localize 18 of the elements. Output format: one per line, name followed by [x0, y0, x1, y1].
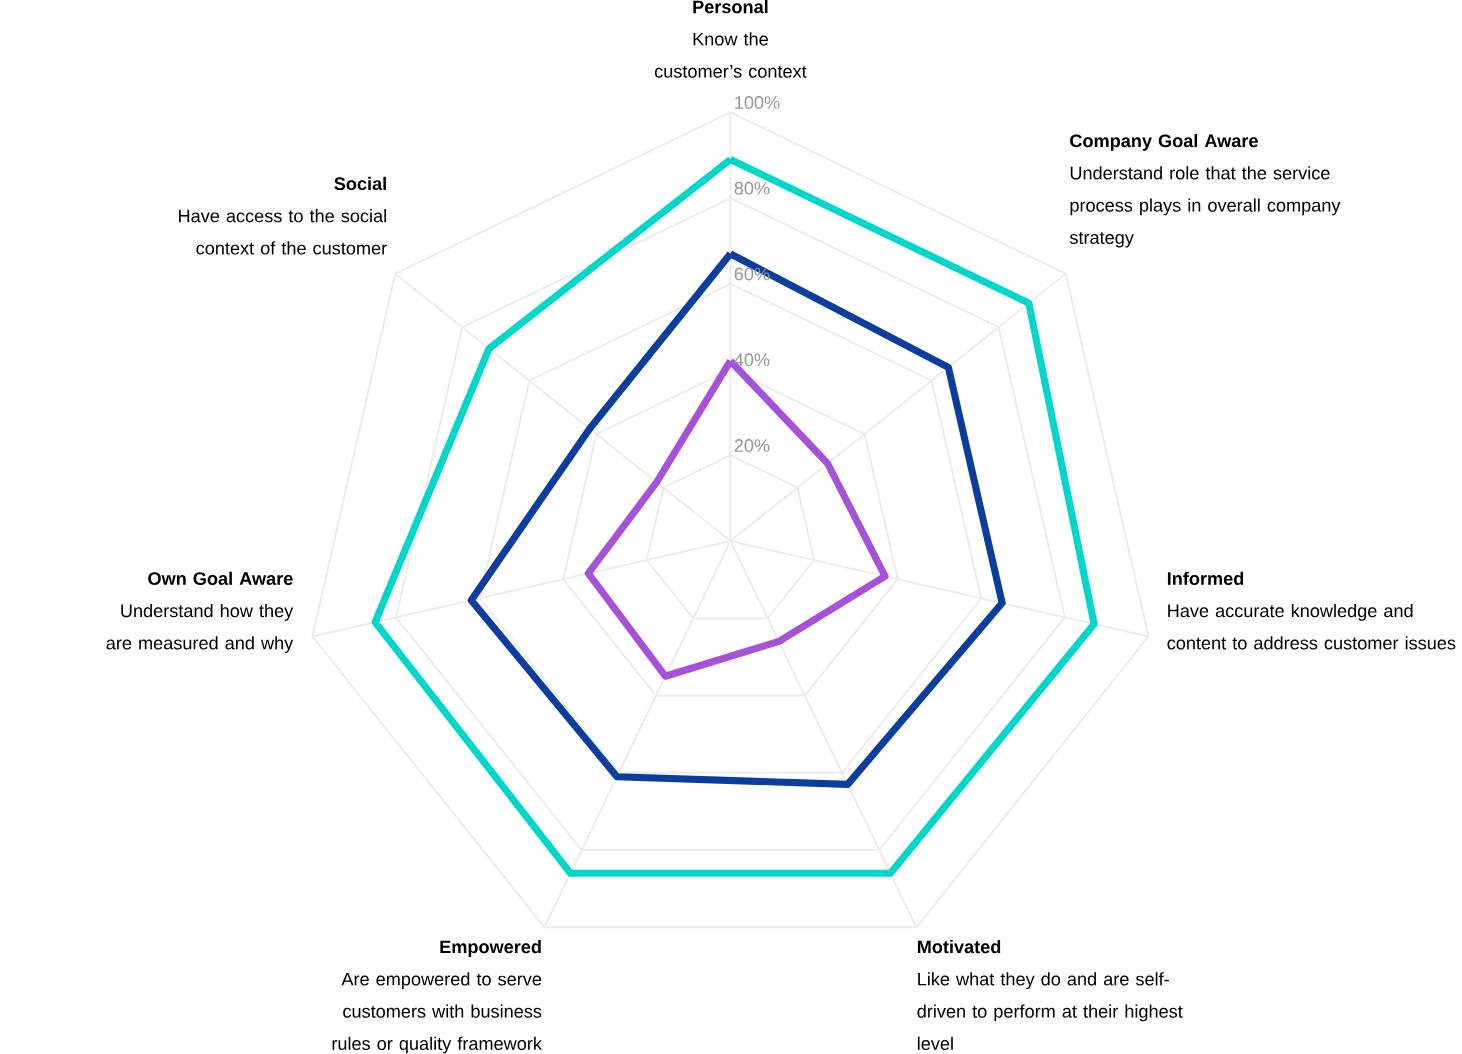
y-tick-label: 40%: [734, 353, 770, 367]
text: Have accurate knowledge and content to address customer issues: [1167, 604, 1456, 650]
spoke-label: Informed: [1167, 571, 1244, 586]
text: Are empowered to serve customers with business rules or quality framework: [332, 972, 542, 1054]
y-tick-label: 20%: [734, 439, 770, 453]
spoke-label: Empowered: [440, 940, 541, 958]
text: Understand how they are measured and why: [106, 604, 294, 654]
text: Know the customer’s context: [654, 32, 807, 78]
y-tick-label: 80%: [734, 182, 770, 195]
text: Understand role that the service process plays in overall company strategy: [1069, 166, 1341, 248]
text: Have access to the social context of the customer: [179, 209, 387, 255]
spoke-label: Own Goal Aware: [148, 571, 293, 586]
text: Like what they do and are self-driven to perform at their highest level: [917, 972, 1183, 1051]
spoke-label: Company Goal Aware: [1070, 134, 1258, 152]
y-tick-label: 100%: [735, 96, 780, 110]
spoke-label: Personal: [693, 0, 768, 14]
spoke-label: Motivated: [917, 940, 1001, 954]
spoke-label: Social: [334, 176, 386, 191]
